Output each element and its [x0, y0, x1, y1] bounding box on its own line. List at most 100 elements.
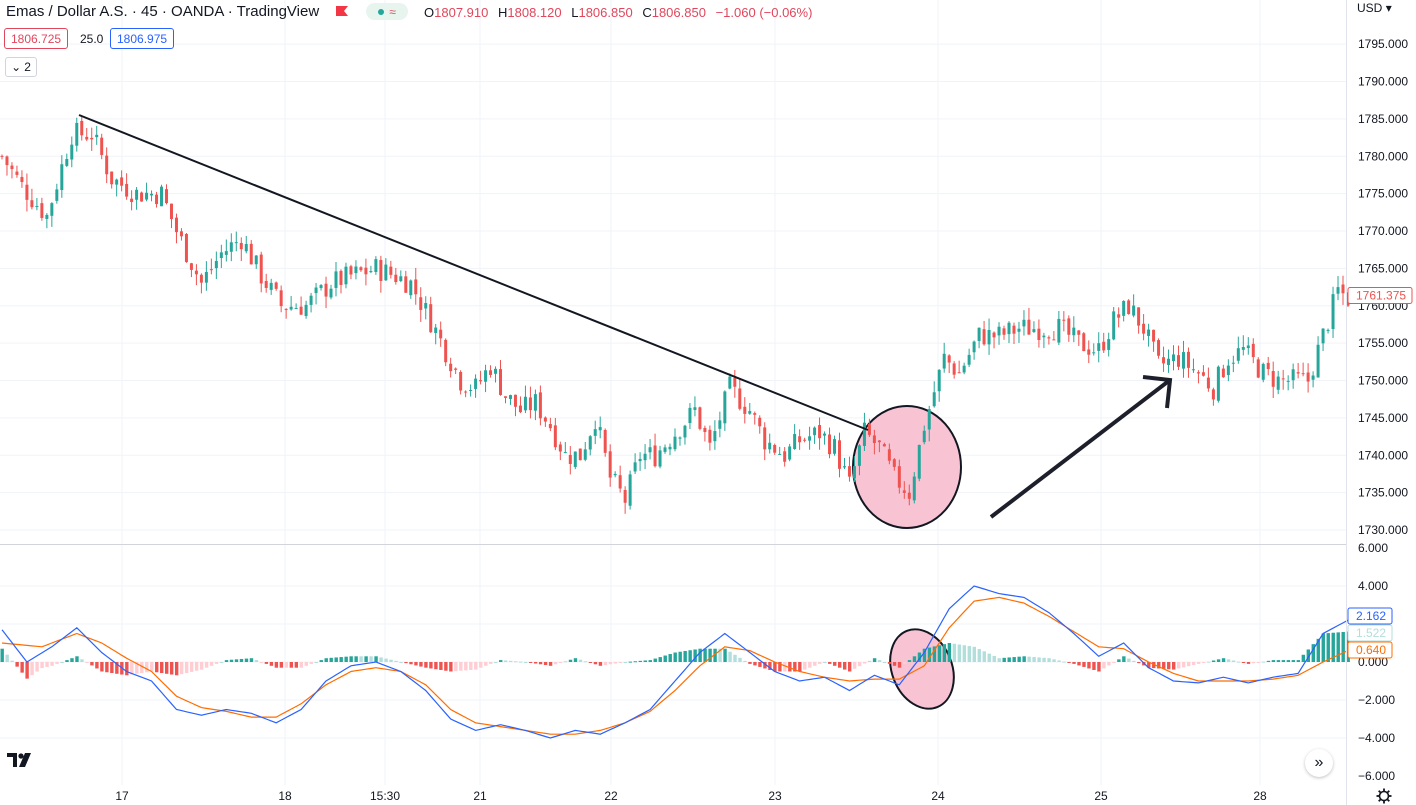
histogram-bar [319, 660, 323, 662]
candle-body [424, 303, 428, 309]
candle-body [842, 466, 846, 468]
histogram-bar [1226, 659, 1231, 662]
histogram-bar [838, 662, 842, 668]
histogram-bar [728, 651, 732, 662]
candle-body [957, 372, 961, 374]
candle-body [788, 446, 792, 460]
histogram-bar [618, 662, 623, 663]
macd-value-tag [1347, 607, 1393, 625]
candle-body [882, 444, 886, 447]
candle-body [155, 194, 159, 205]
histogram-bar [1147, 662, 1151, 668]
histogram-bar [628, 661, 633, 663]
candle-body [518, 405, 522, 413]
histogram-bar [907, 660, 912, 662]
histogram-bar [783, 662, 787, 672]
tradingview-logo-icon[interactable] [6, 749, 32, 771]
histogram-bar [538, 662, 543, 665]
symbol-title[interactable]: Emas / Dollar A.S. · 45 · OANDA · Tradin… [6, 3, 320, 20]
candle-body [135, 189, 139, 200]
histogram-bar [95, 662, 99, 669]
histogram-bar [179, 662, 184, 675]
candle-body [334, 271, 338, 288]
candle-body [359, 267, 363, 271]
candle-body [623, 489, 627, 503]
histogram-bar [1162, 662, 1166, 669]
sell-price-button[interactable]: 1806.725 [4, 28, 69, 49]
histogram-bar [553, 662, 558, 665]
candle-body [578, 448, 582, 461]
histogram-bar [1336, 632, 1340, 662]
histogram-bar [962, 645, 967, 662]
candle-body [1306, 372, 1310, 382]
market-status-badge[interactable]: ≈ [366, 3, 408, 20]
candle-body [857, 445, 861, 466]
candle-body [513, 394, 517, 407]
candle-body [1216, 366, 1220, 401]
candle-body [0, 155, 4, 157]
histogram-bar [444, 662, 448, 671]
candle-body [867, 424, 871, 435]
candle-body [65, 158, 69, 166]
flag-icon[interactable] [335, 5, 349, 17]
histogram-bar [354, 656, 358, 662]
histogram-bar [1092, 662, 1096, 670]
candle-body [364, 267, 368, 275]
candle-body [1127, 300, 1131, 314]
candle-body [50, 203, 54, 216]
histogram-bar [972, 646, 977, 662]
up-arrow-head [1142, 375, 1173, 409]
candle-body [194, 270, 198, 275]
candle-body [1032, 329, 1036, 333]
histogram-bar [1012, 657, 1016, 662]
double-chevron-right-icon: » [1314, 754, 1324, 771]
candle-body [329, 288, 333, 298]
histogram-bar [957, 644, 962, 662]
histogram-bar [748, 662, 752, 664]
histogram-bar [359, 656, 363, 662]
histogram-bar [1157, 662, 1161, 669]
candle-body [503, 396, 507, 398]
macd-value-tag [1347, 624, 1393, 642]
candle-body [145, 192, 149, 200]
histogram-bar [65, 660, 69, 662]
candle-body [828, 434, 832, 455]
histogram-bar [324, 658, 328, 662]
histogram-bar [583, 661, 588, 663]
histogram-bar [379, 657, 383, 662]
histogram-bar [852, 662, 857, 669]
candle-body [1246, 345, 1250, 349]
histogram-bar [658, 657, 662, 662]
histogram-bar [1122, 656, 1126, 662]
candle-body [992, 332, 996, 338]
candle-body [683, 425, 687, 438]
scroll-to-realtime-button[interactable]: » [1305, 749, 1333, 777]
histogram-bar [160, 662, 164, 674]
histogram-bar [1022, 656, 1026, 662]
candle-body [399, 276, 403, 282]
candle-body [409, 280, 413, 296]
candle-body [239, 242, 243, 250]
candle-body [489, 370, 493, 375]
buy-price-button[interactable]: 1806.975 [110, 28, 175, 49]
currency-selector[interactable]: USD ▾ [1357, 1, 1392, 15]
gear-icon[interactable] [1376, 788, 1392, 804]
candle-body [209, 269, 213, 271]
candle-body [778, 453, 782, 455]
candle-body [474, 378, 478, 389]
histogram-bar [833, 662, 837, 666]
candle-body [189, 263, 193, 270]
candle-body [40, 203, 44, 218]
histogram-bar [1037, 657, 1041, 662]
histogram-bar [872, 658, 877, 662]
histogram-bar [145, 662, 149, 673]
candle-body [1271, 371, 1275, 387]
histogram-bar [499, 660, 503, 662]
histogram-bar [912, 656, 917, 662]
time-tick-label: 24 [931, 789, 945, 803]
histogram-bar [703, 648, 707, 662]
candle-body [877, 440, 881, 443]
indicators-toggle-button[interactable]: ⌄ 2 [5, 57, 37, 77]
histogram-bar [155, 662, 159, 673]
